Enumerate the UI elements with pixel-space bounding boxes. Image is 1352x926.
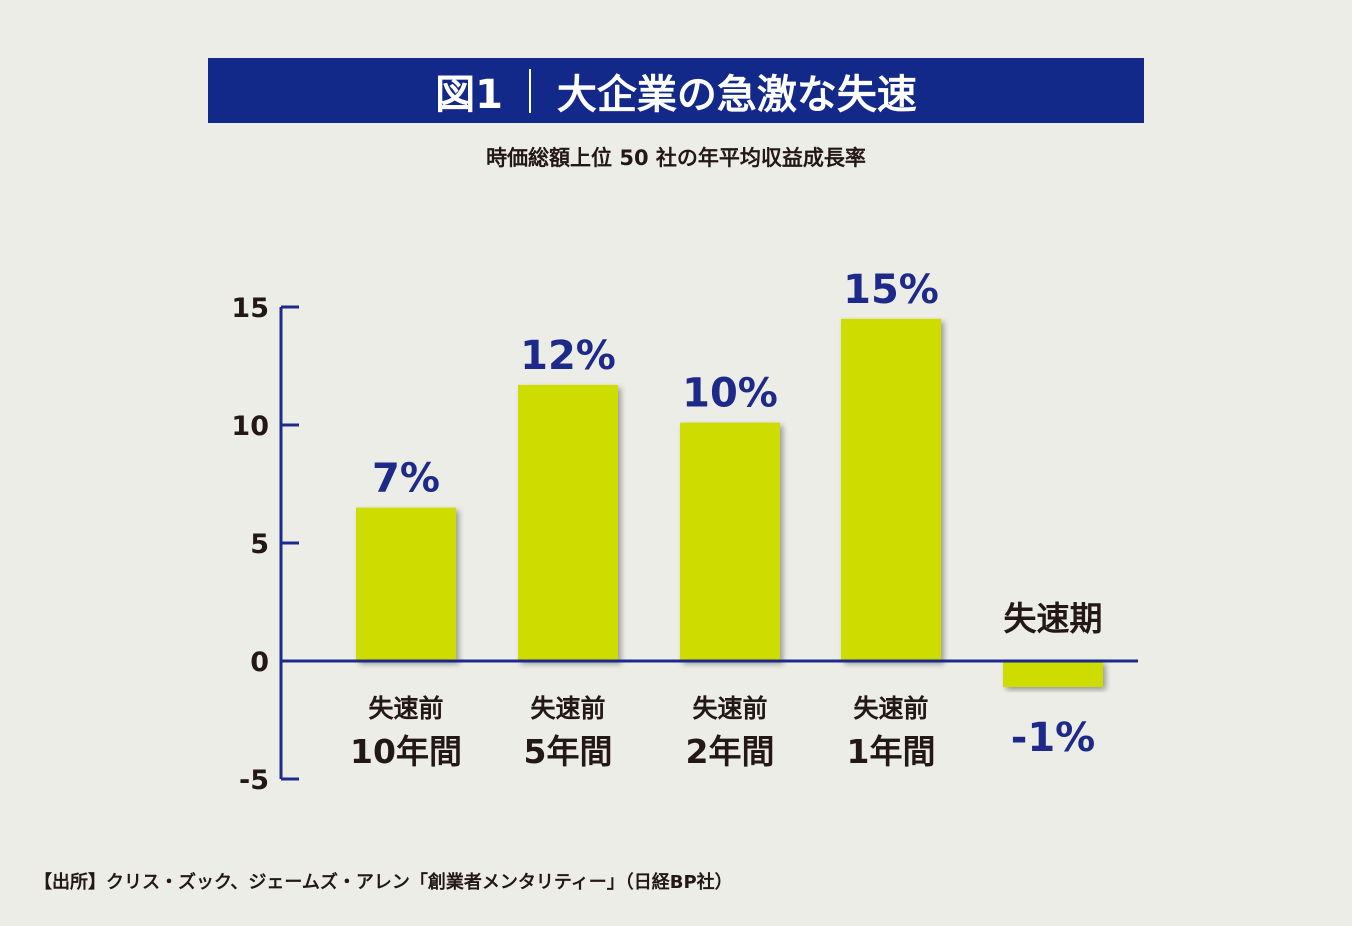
y-tick-label: 15 bbox=[231, 293, 269, 324]
data-label: 7% bbox=[372, 456, 440, 502]
data-label: -1% bbox=[1011, 715, 1096, 761]
category-label-line1: 失速前 bbox=[368, 694, 443, 723]
source-note: 【出所】クリス・ズック、ジェームズ・アレン「創業者メンタリティー」（日経BP社） bbox=[34, 872, 733, 893]
y-tick-label: 0 bbox=[250, 647, 269, 678]
category-label-line2: 1年間 bbox=[847, 732, 936, 771]
category-label-line1: 失速前 bbox=[692, 694, 767, 723]
title-divider bbox=[528, 68, 531, 113]
category-label-line2: 5年間 bbox=[524, 732, 613, 771]
category-label-line1: 失速前 bbox=[853, 694, 928, 723]
category-label-line2: 2年間 bbox=[686, 732, 775, 771]
chart-subtitle: 時価総額上位 50 社の年平均収益成長率 bbox=[486, 146, 866, 170]
category-label-line1: 失速前 bbox=[530, 694, 605, 723]
category-label-line1: 失速期 bbox=[1004, 599, 1103, 638]
data-label: 15% bbox=[843, 267, 939, 313]
data-label: 12% bbox=[520, 333, 616, 379]
y-tick-label: 5 bbox=[250, 529, 269, 560]
y-tick-label: -5 bbox=[239, 765, 269, 796]
bar bbox=[356, 507, 456, 661]
chart-title: 大企業の急激な失速 bbox=[556, 71, 917, 118]
figure-number: 図1 bbox=[435, 71, 503, 118]
data-label: 10% bbox=[682, 371, 778, 417]
bar bbox=[841, 318, 941, 661]
y-tick-label: 10 bbox=[231, 411, 269, 442]
bar bbox=[1003, 661, 1103, 687]
chart-title-banner: 図1 大企業の急激な失速 bbox=[208, 58, 1144, 123]
bar bbox=[680, 422, 780, 661]
category-label-line2: 10年間 bbox=[350, 732, 462, 771]
bar bbox=[518, 384, 618, 661]
